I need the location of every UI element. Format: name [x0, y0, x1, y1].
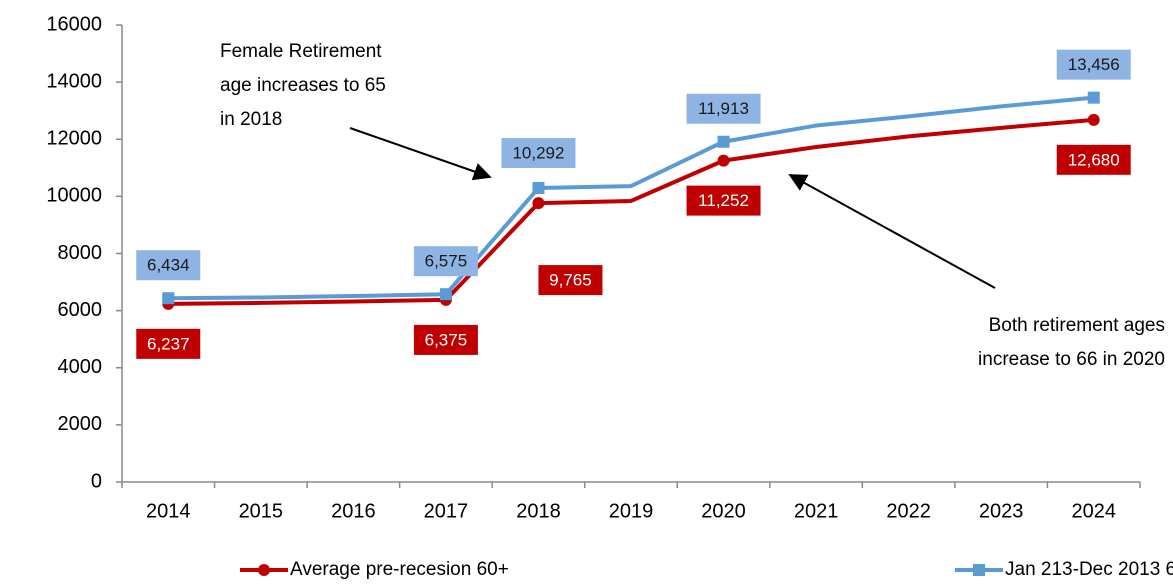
value-label: 11,252 [698, 191, 749, 210]
point [717, 135, 730, 148]
point [162, 292, 175, 305]
y-tick-label: 8000 [58, 242, 103, 264]
value-label: 6,434 [147, 256, 190, 275]
point [1087, 113, 1100, 126]
x-tick-label: 2017 [424, 500, 469, 522]
point [532, 197, 545, 210]
value-label-box [413, 246, 478, 277]
annotation: Both retirement ages [989, 315, 1165, 336]
legend-marker [973, 564, 985, 576]
annotation-arrow [349, 127, 492, 181]
value-label: 6,375 [425, 330, 468, 349]
annotation: age increases to 65 [220, 75, 386, 96]
annotation-arrow [788, 174, 996, 289]
value-label-box [538, 265, 603, 296]
x-tick-label: 2015 [239, 500, 284, 522]
annotation: in 2018 [220, 109, 282, 130]
y-tick-label: 6000 [58, 299, 103, 321]
value-label: 11,913 [698, 99, 749, 118]
value-label-box [136, 328, 201, 359]
point [717, 154, 730, 167]
x-tick-label: 2018 [516, 500, 561, 522]
value-label: 10,292 [512, 144, 564, 163]
legend-label: Average pre-recesion 60+ [290, 559, 509, 580]
value-label-box [1056, 49, 1131, 80]
value-label: 12,680 [1068, 150, 1120, 169]
x-tick-label: 2021 [794, 500, 839, 522]
value-label-box [136, 250, 201, 281]
value-label: 9,765 [549, 271, 592, 290]
value-label-box [413, 324, 478, 355]
x-tick-label: 2019 [609, 500, 654, 522]
series-line [168, 117, 1094, 306]
annotation: increase to 66 in 2020 [978, 349, 1165, 370]
x-tick-label: 2023 [979, 500, 1024, 522]
series-line [168, 95, 1094, 301]
value-label-box [1056, 144, 1131, 175]
x-tick-label: 2014 [146, 500, 191, 522]
x-tick-label: 2024 [1071, 500, 1116, 522]
legend-marker [258, 564, 270, 576]
y-tick-label: 0 [91, 470, 102, 492]
y-tick-label: 10000 [46, 185, 102, 207]
y-tick-label: 12000 [46, 128, 102, 150]
point [1087, 91, 1100, 104]
x-tick-label: 2020 [701, 500, 746, 522]
value-label: 6,575 [425, 252, 468, 271]
y-tick-label: 14000 [46, 70, 102, 92]
point [532, 182, 545, 195]
legend-label: Jan 213-Dec 2013 60+ [1005, 559, 1173, 580]
value-label-box [686, 185, 761, 216]
value-label-box [501, 138, 576, 169]
y-tick-label: 16000 [46, 13, 102, 35]
annotation: Female Retirement [220, 41, 382, 62]
y-tick-label: 2000 [58, 413, 103, 435]
point [439, 288, 452, 301]
value-label: 13,456 [1068, 55, 1120, 74]
y-tick-label: 4000 [58, 356, 103, 378]
x-tick-label: 2022 [886, 500, 931, 522]
x-tick-label: 2016 [331, 500, 376, 522]
value-label-box [686, 93, 761, 124]
value-label: 6,237 [147, 334, 190, 353]
